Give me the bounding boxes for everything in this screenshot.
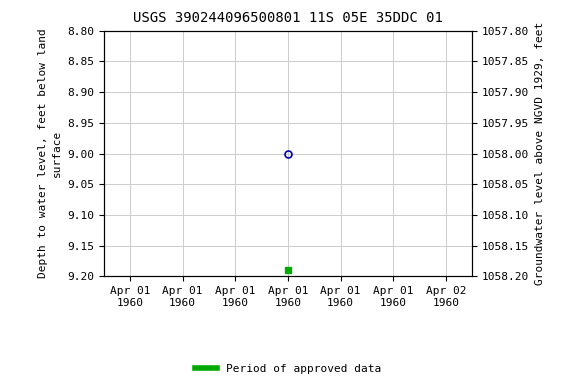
Legend: Period of approved data: Period of approved data xyxy=(191,359,385,379)
Title: USGS 390244096500801 11S 05E 35DDC 01: USGS 390244096500801 11S 05E 35DDC 01 xyxy=(133,12,443,25)
Y-axis label: Groundwater level above NGVD 1929, feet: Groundwater level above NGVD 1929, feet xyxy=(535,22,545,285)
Y-axis label: Depth to water level, feet below land
surface: Depth to water level, feet below land su… xyxy=(38,29,62,278)
